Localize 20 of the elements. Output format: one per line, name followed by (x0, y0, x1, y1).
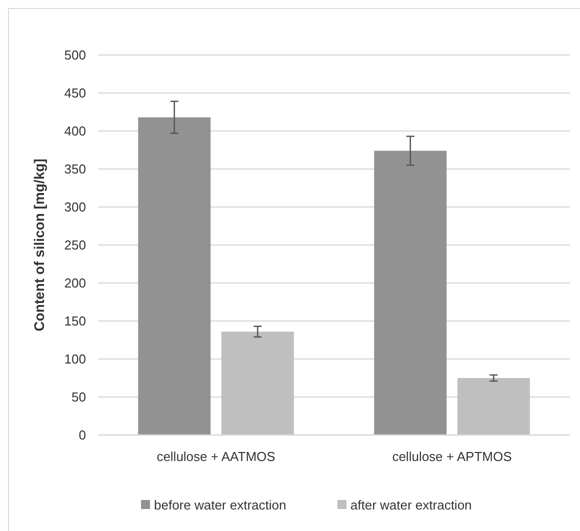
bar (374, 150, 447, 435)
y-tick-label: 100 (64, 352, 86, 367)
y-tick-label: 200 (64, 276, 86, 291)
bar (221, 332, 294, 435)
y-tick-label: 250 (64, 238, 86, 253)
bar (138, 117, 211, 435)
y-axis-title: Content of silicon [mg/kg] (31, 158, 47, 332)
x-tick-label: cellulose + AATMOS (156, 449, 276, 464)
y-tick-label: 150 (64, 314, 86, 329)
y-tick-label: 300 (64, 200, 86, 215)
legend-label: after water extraction (350, 498, 472, 513)
y-tick-label: 50 (72, 390, 86, 405)
y-tick-label: 450 (64, 86, 86, 101)
y-tick-label: 0 (78, 428, 86, 443)
y-tick-label: 400 (64, 124, 86, 139)
legend-label: before water extraction (154, 498, 286, 513)
y-tick-label: 500 (64, 48, 86, 63)
bar (457, 378, 530, 435)
y-tick-label: 350 (64, 162, 86, 177)
x-tick-label: cellulose + APTMOS (392, 449, 512, 464)
